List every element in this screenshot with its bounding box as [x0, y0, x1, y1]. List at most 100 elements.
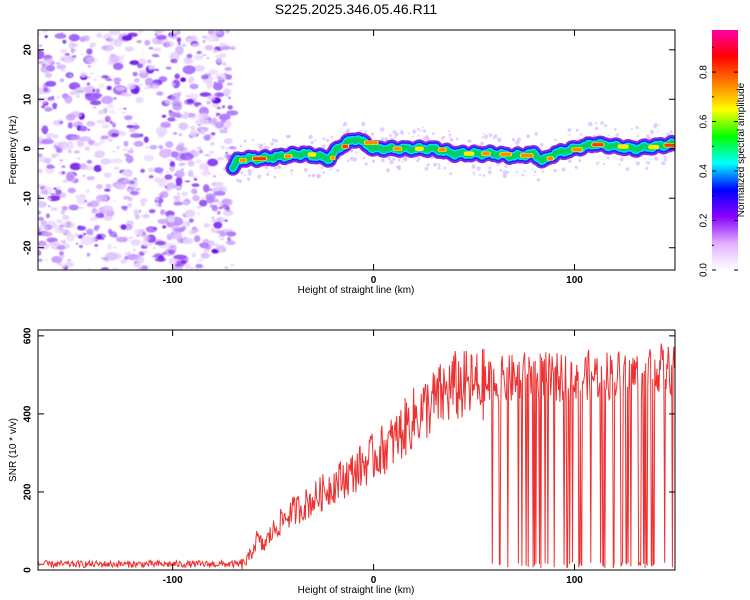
noise-blob — [203, 135, 211, 141]
colorbar-tick-label: 0.6 — [699, 114, 710, 128]
noise-blob — [60, 69, 66, 73]
ridge-halo-dot — [343, 121, 348, 126]
noise-blob — [145, 215, 149, 217]
noise-blob — [91, 208, 98, 214]
noise-blob — [148, 209, 156, 214]
noise-blob — [46, 133, 56, 138]
ridge-halo-dot — [426, 163, 430, 167]
spectrogram-ytick-label: -20 — [23, 240, 34, 255]
ridge-hotspot-red — [239, 158, 247, 162]
ridge-halo-dot — [449, 172, 453, 176]
ridge-halo-dot — [630, 128, 633, 130]
spectrogram-noise-region — [38, 30, 239, 270]
ridge-halo-dot — [481, 136, 484, 139]
noise-blob — [168, 111, 177, 117]
noise-blob — [227, 105, 233, 110]
noise-blob — [189, 267, 194, 270]
noise-blob — [217, 211, 221, 215]
ridge-halo-dot — [380, 158, 385, 163]
noise-blob — [45, 80, 57, 87]
ridge-halo-dot — [502, 170, 508, 175]
noise-blob — [167, 117, 176, 122]
noise-blob — [52, 120, 62, 126]
noise-blob — [59, 121, 64, 124]
noise-blob — [198, 149, 203, 154]
ridge-halo-dot — [539, 142, 544, 147]
noise-blob — [165, 41, 174, 48]
ridge-halo-dot — [471, 164, 476, 169]
noise-blob — [38, 44, 42, 47]
noise-blob — [86, 252, 91, 257]
noise-blob — [194, 235, 201, 243]
noise-blob — [217, 235, 223, 239]
ridge-halo-dot — [604, 124, 608, 128]
noise-blob — [85, 92, 99, 102]
ridge-halo-dot — [352, 157, 358, 162]
noise-blob — [52, 105, 57, 110]
noise-blob — [47, 197, 52, 200]
ridge-halo-dot — [488, 166, 492, 170]
noise-blob — [79, 125, 88, 132]
noise-blob — [75, 93, 81, 99]
noise-blob — [142, 50, 145, 52]
ridge-hotspot-yellow — [414, 146, 424, 151]
noise-blob — [217, 157, 225, 161]
noise-blob — [120, 258, 127, 264]
noise-blob — [134, 78, 140, 83]
noise-blob — [189, 83, 199, 90]
noise-blob — [213, 175, 217, 178]
noise-blob — [181, 191, 188, 197]
noise-blob — [142, 231, 146, 236]
ridge-halo-dot — [271, 138, 275, 142]
ridge-halo-dot — [448, 136, 451, 139]
noise-blob — [211, 102, 220, 108]
noise-blob — [77, 157, 81, 160]
ridge-halo-dot — [654, 156, 659, 161]
ridge-hotspot-red — [438, 148, 446, 152]
noise-blob — [94, 244, 99, 247]
ridge-halo-dot — [437, 166, 441, 170]
snr-ticks: -100 0 100 0 200 400 600 — [23, 327, 675, 586]
noise-blob — [228, 96, 231, 99]
noise-blob — [123, 108, 127, 110]
noise-blob — [220, 238, 224, 241]
ridge-halo-dot — [251, 138, 254, 141]
noise-blob — [148, 175, 154, 179]
ridge-halo-dot — [322, 171, 326, 174]
ridge-halo-dot — [360, 129, 363, 132]
noise-blob — [197, 124, 202, 126]
noise-blob — [80, 242, 83, 245]
noise-blob — [137, 83, 144, 87]
ridge-hotspot-red — [252, 157, 267, 161]
noise-blob — [196, 50, 202, 55]
spectrogram-xtick-label: -100 — [163, 275, 183, 286]
noise-blob — [216, 230, 223, 234]
noise-blob — [175, 145, 185, 152]
ridge-hotspot-red — [364, 141, 378, 145]
noise-blob — [93, 225, 100, 232]
ridge-hotspot-red — [331, 156, 335, 160]
ridge-hotspot-red — [393, 147, 402, 151]
noise-blob — [199, 92, 212, 97]
ridge-hotspot-red — [284, 154, 292, 158]
ridge-halo-dot — [645, 134, 650, 138]
ridge-halo-dot — [371, 159, 376, 163]
noise-blob — [113, 83, 119, 87]
noise-blob — [194, 267, 199, 270]
noise-blob — [86, 189, 90, 194]
noise-blob — [223, 127, 228, 130]
noise-blob — [165, 141, 174, 148]
colorbar-tick-label: 0.2 — [699, 213, 710, 227]
snr-ylabel: SNR (10 * v/v) — [8, 418, 19, 482]
noise-blob — [113, 77, 122, 83]
ridge-halo-dot — [607, 134, 610, 137]
ridge-halo-dot — [384, 137, 389, 141]
ridge-halo-dot — [432, 132, 435, 136]
ridge-halo-dot — [521, 173, 525, 177]
noise-blob — [148, 167, 154, 173]
noise-blob — [129, 190, 140, 196]
noise-blob — [130, 239, 141, 246]
noise-blob — [105, 76, 111, 82]
noise-blob — [60, 263, 66, 269]
